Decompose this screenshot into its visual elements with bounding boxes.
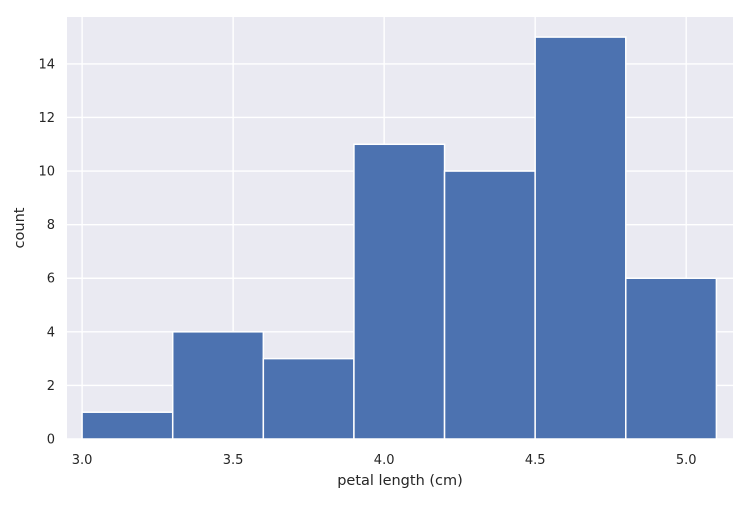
histogram-bar: [81, 411, 174, 440]
y-tick-labels: 0 2 4 6 8 10 12 14: [38, 57, 55, 447]
x-tick-label: 4.0: [374, 453, 395, 468]
histogram-bar: [353, 143, 446, 440]
x-tick-labels: 3.0 3.5 4.0 4.5 5.0: [72, 453, 697, 468]
x-axis-label: petal length (cm): [337, 473, 463, 489]
histogram-bars: [81, 36, 718, 440]
y-tick-label: 10: [38, 165, 55, 180]
x-tick-label: 3.0: [72, 453, 93, 468]
histogram-bar: [625, 277, 718, 440]
x-tick-label: 4.5: [525, 453, 546, 468]
x-tick-label: 5.0: [676, 453, 697, 468]
histogram-bar: [171, 331, 265, 440]
y-tick-label: 6: [47, 272, 55, 287]
y-tick-label: 12: [38, 111, 55, 126]
histogram-bar: [534, 36, 627, 440]
histogram-bar: [443, 170, 536, 440]
y-tick-label: 2: [47, 379, 55, 394]
x-tick-label: 3.5: [223, 453, 244, 468]
y-axis-label: count: [12, 207, 28, 248]
y-tick-label: 8: [47, 218, 55, 233]
histogram-bar: [262, 357, 355, 440]
y-tick-label: 0: [47, 433, 55, 448]
y-tick-label: 14: [38, 57, 55, 72]
y-tick-label: 4: [47, 325, 55, 340]
